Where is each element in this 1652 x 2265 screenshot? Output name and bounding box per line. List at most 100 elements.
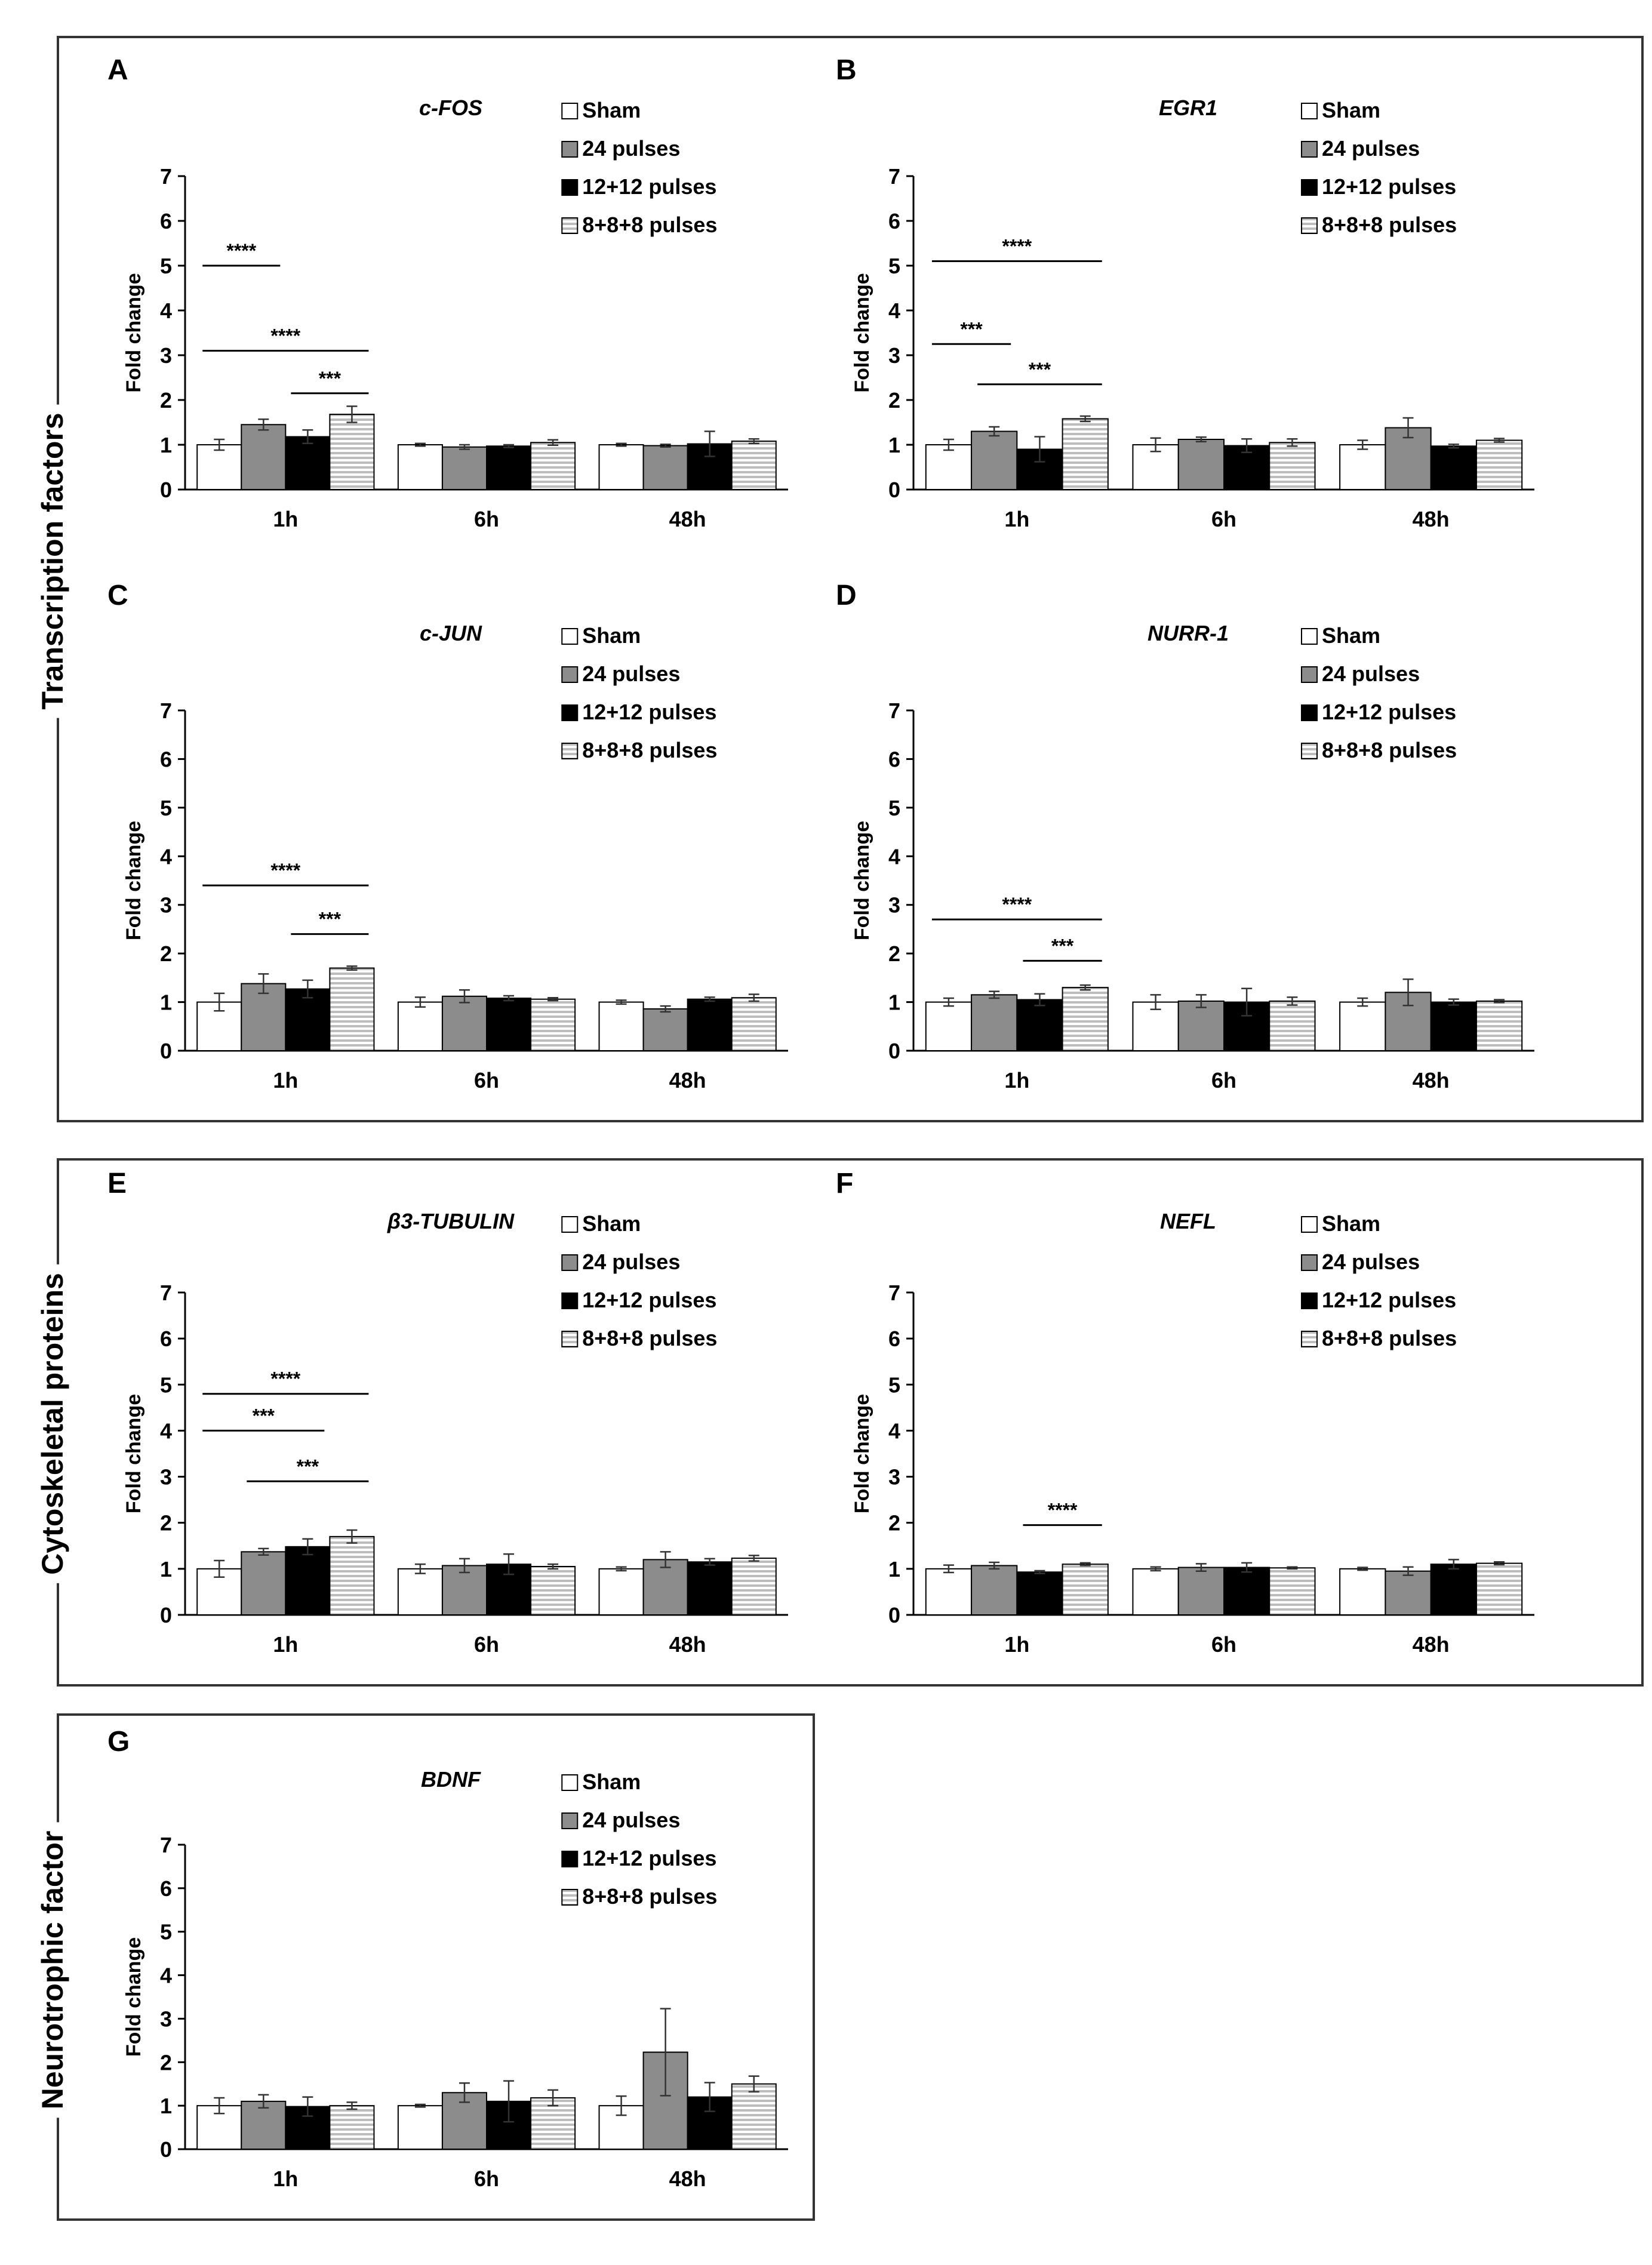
legend-label: Sham bbox=[582, 1211, 641, 1236]
bar bbox=[329, 2105, 375, 2150]
y-tick-label: 7 bbox=[888, 1281, 900, 1305]
legend-entry: 8+8+8 pulses bbox=[1301, 213, 1457, 237]
y-tick-label: 7 bbox=[160, 1833, 172, 1857]
y-tick-label: 5 bbox=[160, 254, 172, 278]
significance-bracket: *** bbox=[291, 368, 369, 395]
legend-entry: 12+12 pulses bbox=[1301, 1288, 1456, 1312]
bar bbox=[1430, 1564, 1477, 1616]
y-tick-label: 4 bbox=[160, 298, 172, 323]
error-bar bbox=[1494, 1561, 1505, 1566]
error-bar bbox=[1241, 438, 1253, 453]
bar bbox=[1269, 442, 1316, 490]
error-bar bbox=[1079, 1562, 1091, 1567]
legend-label: 8+8+8 pulses bbox=[1322, 1326, 1457, 1350]
x-tick-label: 48h bbox=[669, 2166, 706, 2191]
bar bbox=[241, 1551, 287, 1615]
x-tick-label: 48h bbox=[669, 1068, 706, 1093]
error-bar bbox=[547, 996, 559, 1002]
legend-entry: 12+12 pulses bbox=[561, 1846, 716, 1870]
y-tick-label: 3 bbox=[160, 343, 172, 368]
y-tick-label: 1 bbox=[888, 433, 900, 457]
y-tick-label: 3 bbox=[160, 1465, 172, 1490]
y-tick-label: 0 bbox=[160, 2137, 172, 2162]
legend-label: 8+8+8 pulses bbox=[582, 1326, 717, 1350]
bar bbox=[642, 1008, 688, 1052]
significance-label: *** bbox=[1051, 935, 1074, 956]
error-bar bbox=[1150, 1566, 1161, 1572]
legend-swatch bbox=[561, 1851, 579, 1867]
significance-label: **** bbox=[226, 240, 256, 261]
bar bbox=[285, 988, 331, 1051]
y-tick-label: 4 bbox=[888, 298, 900, 323]
error-bar bbox=[1079, 415, 1091, 423]
x-tick-label: 1h bbox=[273, 507, 298, 531]
significance-label: *** bbox=[297, 1455, 319, 1477]
chart-panel-f: F NEFL 0 1 2 3 4 5 6 7 Fold change 1h 6h 48h **** Sham 2… bbox=[836, 1168, 1534, 1657]
legend-entry: 8+8+8 pulses bbox=[561, 213, 717, 237]
bar bbox=[397, 444, 443, 490]
legend-label: 24 pulses bbox=[582, 1808, 680, 1832]
legend-swatch bbox=[1301, 217, 1318, 234]
error-bar bbox=[1357, 1567, 1368, 1571]
bar bbox=[1475, 1562, 1523, 1615]
bar bbox=[1132, 1001, 1179, 1051]
legend-entry: Sham bbox=[561, 1769, 641, 1794]
bar bbox=[196, 444, 242, 490]
error-bar bbox=[943, 997, 954, 1007]
error-bar bbox=[1287, 1566, 1298, 1570]
y-tick-label: 5 bbox=[888, 796, 900, 820]
bar bbox=[598, 444, 644, 490]
legend-entry: 12+12 pulses bbox=[561, 174, 716, 199]
bar bbox=[971, 430, 1018, 490]
legend-entry: 24 pulses bbox=[561, 661, 680, 686]
y-tick-label: 0 bbox=[160, 478, 172, 502]
bar bbox=[329, 414, 375, 490]
bar bbox=[1062, 1564, 1109, 1616]
legend-label: 8+8+8 pulses bbox=[1322, 213, 1457, 237]
bar bbox=[971, 1565, 1018, 1616]
bar bbox=[1269, 1000, 1316, 1052]
legend-entry: 24 pulses bbox=[1301, 1250, 1420, 1274]
chart-panel-e: Eβ3-TUBULIN 0 1 2 3 4 5 6 7 Fold change 1h 6h 48h ***… bbox=[107, 1168, 788, 1657]
legend-entry: 8+8+8 pulses bbox=[1301, 738, 1457, 762]
panel-letter: A bbox=[107, 54, 128, 86]
error-bar bbox=[503, 995, 515, 1002]
legend-label: 24 pulses bbox=[1322, 661, 1420, 686]
legend-entry: 12+12 pulses bbox=[1301, 700, 1456, 724]
bar bbox=[642, 445, 688, 490]
legend-swatch bbox=[561, 743, 579, 759]
error-bar bbox=[503, 1553, 515, 1575]
bar bbox=[486, 445, 532, 490]
legend-label: 24 pulses bbox=[582, 1250, 680, 1274]
legend-swatch bbox=[561, 217, 579, 234]
y-tick-label: 3 bbox=[888, 893, 900, 918]
bar bbox=[687, 1561, 733, 1615]
bar bbox=[329, 1535, 375, 1615]
y-tick-label: 2 bbox=[160, 2050, 172, 2075]
bar bbox=[598, 1568, 644, 1615]
y-tick-label: 7 bbox=[888, 164, 900, 189]
error-bar bbox=[1034, 436, 1045, 463]
significance-label: **** bbox=[270, 860, 300, 881]
legend-label: 8+8+8 pulses bbox=[1322, 738, 1457, 762]
y-tick-label: 0 bbox=[160, 1039, 172, 1063]
bar bbox=[441, 995, 488, 1051]
error-bar bbox=[459, 444, 470, 450]
error-bar bbox=[989, 990, 1000, 999]
legend-swatch bbox=[561, 141, 579, 158]
significance-bracket: *** bbox=[291, 909, 369, 935]
legend-entry: 12+12 pulses bbox=[561, 1288, 716, 1312]
bar bbox=[241, 2100, 287, 2150]
y-tick-label: 6 bbox=[888, 209, 900, 233]
error-bar bbox=[1494, 438, 1505, 443]
legend-swatch bbox=[1301, 1216, 1318, 1233]
chart-title: NEFL bbox=[1160, 1209, 1216, 1233]
error-bar bbox=[414, 996, 426, 1008]
bar bbox=[1132, 1568, 1179, 1615]
bar bbox=[1475, 439, 1523, 490]
legend-entry: 24 pulses bbox=[561, 1808, 680, 1832]
legend-label: 12+12 pulses bbox=[582, 1288, 716, 1312]
error-bar bbox=[660, 444, 671, 448]
